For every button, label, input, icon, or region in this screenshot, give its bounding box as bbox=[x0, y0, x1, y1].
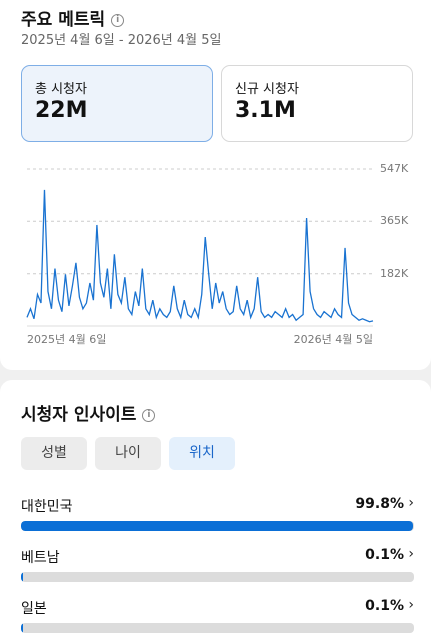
title-text: 시청자 인사이트 bbox=[21, 405, 137, 425]
bar bbox=[21, 521, 414, 531]
chevron[interactable]: › bbox=[408, 495, 414, 511]
line bbox=[26, 189, 374, 323]
x-tick-label: 2026년 4월 5일 bbox=[294, 332, 373, 346]
chart: 182K 365K 547K 2025년 4월 6일 2026년 4월 5일 bbox=[26, 162, 409, 346]
chevron[interactable]: › bbox=[408, 597, 414, 613]
row-label: 대한민국 bbox=[21, 499, 73, 515]
x-tick-label: 2025년 4월 6일 bbox=[27, 332, 106, 346]
row-label: 일본 bbox=[21, 601, 47, 617]
tab[interactable]: 위치 bbox=[169, 437, 235, 470]
bar bbox=[21, 623, 23, 633]
metrics-card: 주요 메트릭 i 2025년 4월 6일 - 2026년 4월 5일 총 시청자 … bbox=[0, 0, 431, 370]
bar-track bbox=[21, 572, 414, 582]
chevron[interactable]: › bbox=[408, 546, 414, 562]
section-title: 주요 메트릭 i bbox=[21, 5, 125, 30]
metric-label: 신규 시청자 bbox=[235, 82, 299, 97]
date-range: 2025년 4월 6일 - 2026년 4월 5일 bbox=[21, 33, 222, 48]
bar bbox=[21, 572, 23, 582]
row-value: 0.1% bbox=[365, 598, 404, 614]
section-title: 시청자 인사이트 i bbox=[21, 400, 156, 425]
bar-track bbox=[21, 623, 414, 633]
y-tick-label: 547K bbox=[380, 162, 409, 175]
metric-card[interactable]: 신규 시청자 3.1M bbox=[221, 65, 413, 142]
row-value: 99.8% bbox=[355, 496, 404, 512]
metric-card[interactable]: 총 시청자 22M bbox=[21, 65, 213, 142]
tab[interactable]: 나이 bbox=[95, 437, 161, 470]
tab[interactable]: 성별 bbox=[21, 437, 87, 470]
metric-value: 22M bbox=[35, 98, 88, 123]
insights-card: 시청자 인사이트 i bbox=[0, 380, 431, 643]
info-icon[interactable]: i bbox=[111, 13, 125, 27]
row-value: 0.1% bbox=[365, 547, 404, 563]
title-text: 주요 메트릭 bbox=[21, 10, 106, 30]
row-label: 베트남 bbox=[21, 550, 60, 566]
y-tick-label: 182K bbox=[380, 267, 409, 280]
y-tick-label: 365K bbox=[380, 214, 409, 227]
metric-label: 총 시청자 bbox=[35, 82, 87, 97]
metric-value: 3.1M bbox=[235, 98, 296, 123]
info-icon[interactable]: i bbox=[142, 408, 156, 422]
bar-track bbox=[21, 521, 414, 531]
